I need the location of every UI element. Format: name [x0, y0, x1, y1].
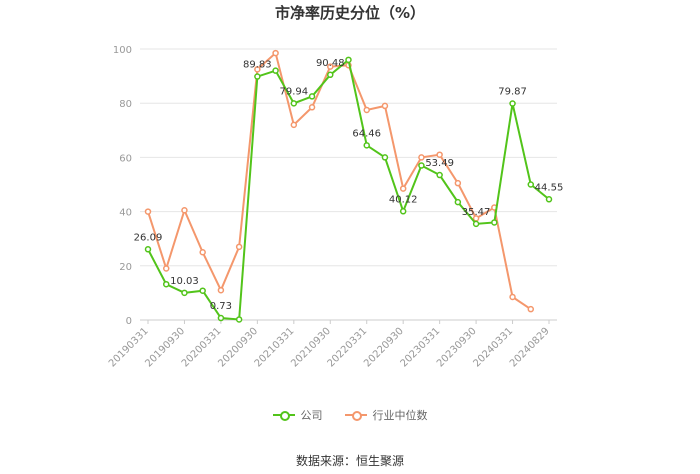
- data-label: 0.73: [210, 301, 232, 312]
- data-point-company[interactable]: [381, 154, 389, 161]
- data-label: 10.03: [170, 276, 199, 287]
- data-point-industry-median[interactable]: [235, 243, 243, 251]
- data-point-industry-median[interactable]: [144, 208, 152, 215]
- y-tick-label: 80: [119, 99, 132, 110]
- data-label: 26.09: [134, 232, 163, 243]
- data-point-company[interactable]: [418, 162, 425, 169]
- x-tick-label: 20240829: [508, 326, 552, 370]
- data-point-industry-median[interactable]: [308, 104, 316, 111]
- data-point-company[interactable]: [472, 220, 480, 228]
- source-text: 数据来源：恒生聚源: [295, 454, 404, 468]
- data-point-industry-median[interactable]: [272, 49, 279, 57]
- data-point-company[interactable]: [363, 142, 370, 149]
- data-point-industry-median[interactable]: [254, 66, 261, 73]
- data-point-company[interactable]: [527, 181, 535, 188]
- data-point-industry-median[interactable]: [509, 293, 516, 301]
- data-point-company[interactable]: [509, 100, 516, 107]
- data-label: 89.83: [243, 60, 272, 71]
- data-point-industry-median[interactable]: [399, 185, 407, 192]
- data-point-company[interactable]: [254, 73, 261, 80]
- data-label: 64.46: [352, 128, 381, 139]
- data-point-company[interactable]: [290, 100, 298, 107]
- data-point-company[interactable]: [491, 219, 498, 226]
- series-line-industry-median: [147, 51, 532, 310]
- data-point-company[interactable]: [436, 171, 443, 179]
- data-label: 53.49: [425, 158, 454, 169]
- data-point-company[interactable]: [217, 314, 225, 322]
- y-tick-label: 60: [119, 153, 132, 164]
- data-point-company[interactable]: [199, 287, 206, 294]
- data-point-industry-median[interactable]: [327, 63, 334, 70]
- data-point-industry-median[interactable]: [436, 151, 443, 158]
- data-label: 90.48: [316, 58, 345, 69]
- data-point-company[interactable]: [144, 246, 152, 253]
- chart-title: 市净率历史分位（%）: [274, 4, 426, 22]
- data-point-industry-median[interactable]: [162, 265, 170, 272]
- data-point-company[interactable]: [272, 67, 279, 74]
- data-point-industry-median[interactable]: [363, 106, 370, 114]
- legend-item-company[interactable]: 公司: [272, 407, 323, 423]
- data-point-industry-median[interactable]: [454, 179, 462, 187]
- y-tick-label: 20: [119, 262, 132, 273]
- data-label: 79.87: [498, 87, 527, 98]
- y-tick-label: 0: [126, 316, 132, 327]
- data-point-company[interactable]: [162, 280, 170, 288]
- data-label: 40.12: [389, 194, 418, 205]
- data-label: 35.47: [462, 207, 491, 218]
- data-point-industry-median[interactable]: [181, 206, 188, 214]
- legend-item-industry-median[interactable]: 行业中位数: [344, 407, 428, 423]
- data-point-company[interactable]: [399, 208, 407, 215]
- legend-swatch-company: [272, 410, 295, 421]
- data-point-industry-median[interactable]: [527, 305, 535, 313]
- data-label: 44.55: [535, 182, 564, 193]
- series-line-company: [147, 58, 550, 321]
- legend-swatch-industry-median: [344, 410, 367, 421]
- data-point-company[interactable]: [181, 289, 188, 297]
- data-point-industry-median[interactable]: [217, 286, 225, 294]
- legend: 公司 行业中位数: [0, 407, 700, 423]
- data-point-company[interactable]: [308, 93, 316, 100]
- legend-label-industry-median: 行业中位数: [372, 409, 428, 422]
- data-point-industry-median[interactable]: [199, 249, 206, 256]
- data-point-company[interactable]: [545, 196, 553, 203]
- data-point-company[interactable]: [235, 316, 243, 323]
- y-tick-label: 100: [113, 45, 132, 56]
- data-point-industry-median[interactable]: [418, 154, 425, 161]
- data-point-company[interactable]: [345, 56, 352, 64]
- y-tick-label: 40: [119, 208, 132, 219]
- data-point-company[interactable]: [454, 198, 462, 206]
- legend-label-company: 公司: [300, 409, 323, 422]
- data-point-industry-median[interactable]: [381, 102, 389, 110]
- data-point-company[interactable]: [327, 71, 334, 79]
- data-point-industry-median[interactable]: [290, 121, 298, 129]
- data-label: 79.94: [279, 86, 308, 97]
